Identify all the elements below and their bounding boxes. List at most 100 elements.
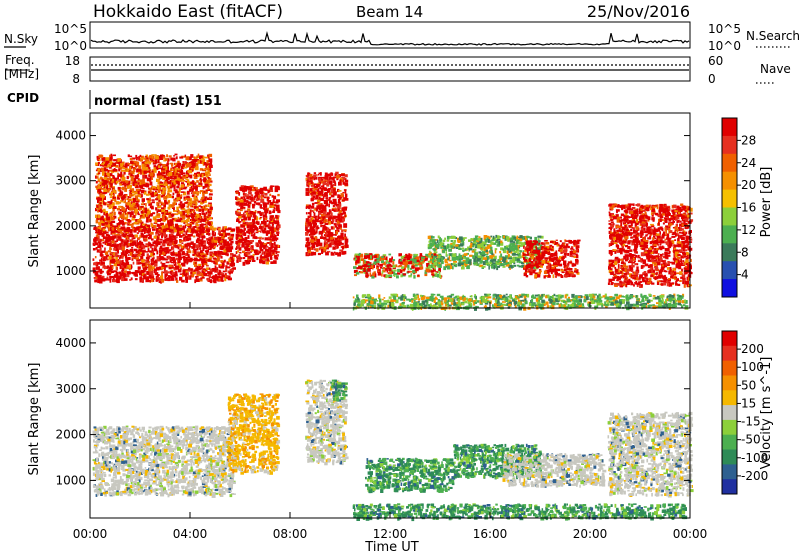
- heatmap-cell: [267, 223, 271, 227]
- heatmap-cell: [209, 161, 213, 166]
- heatmap-cell: [125, 274, 130, 278]
- heatmap-cell: [124, 188, 128, 192]
- heatmap-cell: [383, 267, 386, 270]
- heatmap-cell: [531, 241, 535, 244]
- heatmap-cell: [196, 180, 199, 183]
- heatmap-cell: [165, 170, 169, 173]
- heatmap-cell: [353, 257, 356, 261]
- heatmap-cell: [190, 154, 194, 158]
- heatmap-cell: [139, 179, 144, 184]
- heatmap-cell: [314, 177, 318, 180]
- heatmap-cell: [171, 258, 174, 262]
- heatmap-cell: [317, 185, 320, 188]
- heatmap-cell: [208, 164, 213, 168]
- heatmap-cell: [332, 218, 335, 223]
- heatmap-cell: [129, 233, 133, 238]
- heatmap-cell: [136, 198, 140, 202]
- heatmap-cell: [326, 183, 330, 187]
- heatmap-cell: [141, 233, 144, 238]
- heatmap-cell: [114, 162, 118, 164]
- heatmap-cell: [173, 229, 178, 233]
- heatmap-cell: [111, 235, 115, 239]
- heatmap-cell: [169, 233, 173, 236]
- heatmap-cell: [113, 244, 116, 247]
- heatmap-cell: [215, 253, 219, 257]
- heatmap-cell: [247, 216, 251, 221]
- heatmap-cell: [194, 229, 199, 233]
- heatmap-cell: [189, 201, 193, 204]
- heatmap-cell: [340, 227, 342, 230]
- heatmap-cell: [256, 256, 259, 261]
- heatmap-cell: [204, 156, 209, 159]
- heatmap-cell: [250, 226, 254, 231]
- heatmap-cell: [118, 193, 123, 196]
- heatmap-cell: [127, 207, 130, 210]
- heatmap-cell: [138, 271, 141, 274]
- heatmap-cell: [241, 218, 244, 222]
- heatmap-cell: [127, 185, 130, 189]
- heatmap-cell: [398, 260, 400, 264]
- heatmap-cell: [130, 170, 135, 174]
- heatmap-cell: [330, 189, 334, 193]
- heatmap-cell: [150, 244, 152, 249]
- heatmap-cell: [408, 275, 412, 278]
- heatmap-cell: [369, 253, 373, 257]
- heatmap-cell: [123, 239, 127, 242]
- heatmap-cell: [120, 253, 125, 256]
- heatmap-cell: [329, 200, 332, 204]
- heatmap-cell: [98, 183, 100, 188]
- heatmap-cell: [265, 261, 269, 265]
- heatmap-cell: [112, 225, 116, 228]
- heatmap-cell: [111, 239, 115, 244]
- freq-panel-frame: [89, 56, 691, 82]
- heatmap-cell: [192, 271, 196, 274]
- heatmap-cell: [145, 256, 150, 260]
- heatmap-cell: [109, 241, 113, 245]
- heatmap-cell: [263, 196, 267, 199]
- heatmap-cell: [343, 229, 347, 232]
- heatmap-cell: [111, 260, 115, 264]
- heatmap-cell: [189, 246, 193, 248]
- heatmap-cell: [173, 217, 177, 220]
- heatmap-cell: [510, 237, 513, 241]
- heatmap-cell: [104, 172, 108, 176]
- heatmap-cell: [438, 254, 442, 257]
- heatmap-cell: [190, 161, 195, 165]
- heatmap-cell: [158, 241, 161, 244]
- heatmap-cell: [178, 257, 182, 261]
- heatmap-cell: [537, 238, 540, 241]
- heatmap-cell: [228, 258, 231, 263]
- heatmap-cell: [154, 272, 159, 276]
- heatmap-cell: [121, 169, 125, 172]
- heatmap-cell: [412, 264, 415, 267]
- heatmap-cell: [328, 192, 332, 196]
- heatmap-cell: [106, 164, 109, 168]
- heatmap-cell: [309, 220, 313, 223]
- heatmap-cell: [123, 267, 127, 270]
- heatmap-cell: [170, 175, 173, 179]
- heatmap-cell: [197, 173, 202, 177]
- heatmap-cell: [222, 226, 226, 230]
- heatmap-cell: [208, 174, 211, 176]
- heatmap-cell: [231, 259, 235, 263]
- heatmap-cell: [95, 214, 98, 219]
- heatmap-cell: [311, 191, 315, 194]
- heatmap-cell: [100, 195, 104, 199]
- heatmap-cell: [151, 176, 153, 180]
- heatmap-cell: [239, 214, 244, 217]
- heatmap-cell: [197, 173, 200, 178]
- heatmap-cell: [155, 155, 159, 160]
- heatmap-cell: [157, 241, 161, 245]
- heatmap-cell: [193, 235, 196, 238]
- heatmap-cell: [109, 157, 113, 161]
- heatmap-cell: [184, 186, 188, 189]
- heatmap-cell: [363, 264, 368, 267]
- heatmap-cell: [135, 244, 137, 247]
- heatmap-cell: [263, 223, 267, 226]
- heatmap-cell: [144, 238, 147, 242]
- heatmap-cell: [324, 222, 329, 225]
- heatmap-cell: [205, 171, 208, 174]
- heatmap-cell: [225, 249, 230, 253]
- heatmap-cell: [151, 247, 154, 252]
- heatmap-cell: [178, 227, 183, 231]
